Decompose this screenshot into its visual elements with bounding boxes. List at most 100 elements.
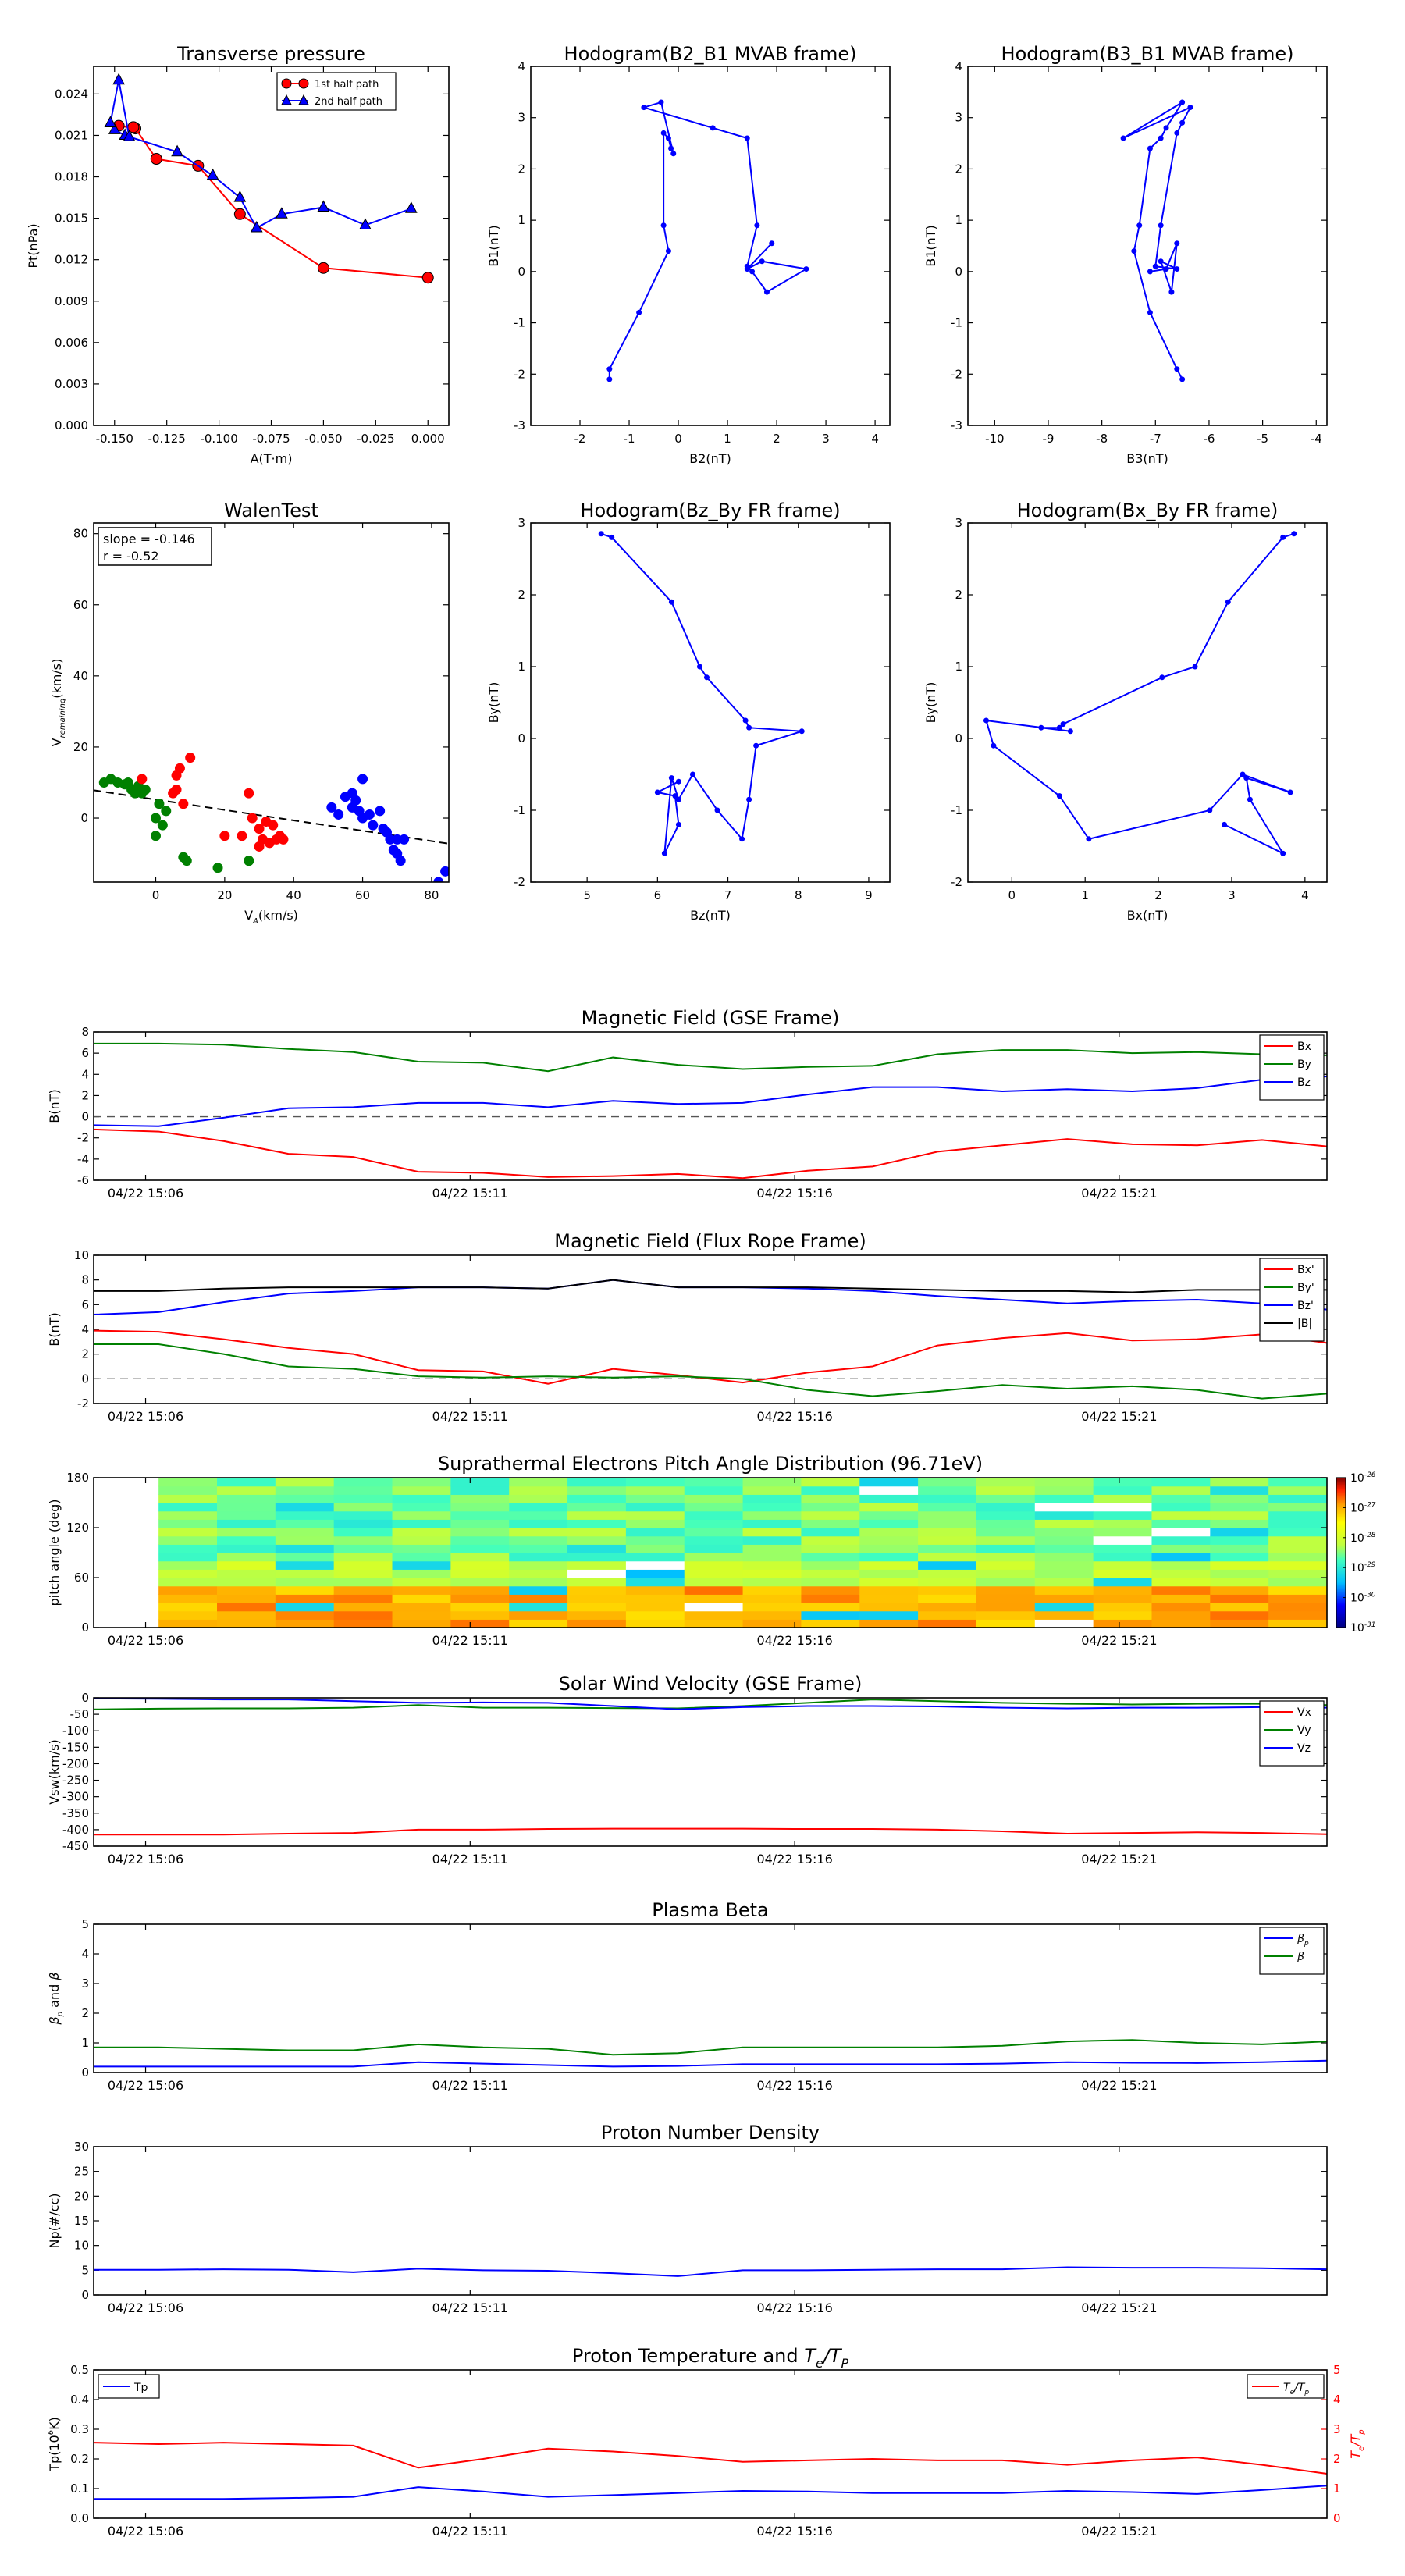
y-tick-label: -2 [951,875,962,889]
data-point [1060,721,1066,728]
y-tick-label: -150 [62,1740,89,1754]
heatmap-cell [1034,1478,1094,1487]
x-tick-label: 4 [871,432,879,446]
data-point [137,774,148,785]
y-tick-label: 1 [81,2036,89,2050]
y2-axis-label: Te​/Tp​ [1348,2429,1366,2458]
heatmap-cell [450,1478,510,1487]
legend-label: 2nd half path [315,96,382,108]
y-tick-label: 30 [74,2140,89,2154]
heatmap-cell [625,1494,685,1503]
heatmap-cell [801,1494,860,1503]
heatmap-cell [392,1485,451,1495]
heatmap-cell [801,1535,860,1545]
plot-area [94,753,449,882]
data-point [606,366,613,372]
chart-title: Hodogram(Bx_By FR frame) [1017,500,1279,521]
heatmap-cell [333,1619,393,1628]
heatmap-cell [392,1560,451,1570]
heatmap-cell [1034,1578,1094,1587]
heatmap-cell [684,1535,744,1545]
heatmap-cell [509,1610,568,1620]
heatmap-cell [918,1478,977,1487]
heatmap-cell [392,1619,451,1628]
x-tick-label: -0.150 [96,432,133,446]
time-tick-label: 04/22 15:21 [1081,1186,1157,1201]
heatmap-cell [859,1535,919,1545]
heatmap-cell [567,1478,627,1487]
heatmap-cell [567,1535,627,1545]
heatmap-cell [976,1503,1036,1512]
heatmap-cell [1034,1494,1094,1503]
chart-title: WalenTest [224,500,318,521]
x-axis-label: Bz(nT) [690,908,731,923]
heatmap-cell [1093,1503,1153,1512]
colorbar-label: 10-28​ [1350,1532,1376,1545]
heatmap-cell [1210,1544,1269,1553]
heatmap-cell [742,1619,802,1628]
time-tick-label: 04/22 15:16 [756,1409,832,1424]
data-point [1086,836,1092,842]
data-point [317,200,330,212]
heatmap-cell [567,1553,627,1562]
heatmap-cell [976,1594,1036,1603]
y-tick-label: 40 [73,669,88,683]
heatmap-cell [918,1528,977,1537]
heatmap-cell [1151,1535,1211,1545]
heatmap-cell [742,1610,802,1620]
heatmap-cell [1210,1594,1269,1603]
y-tick-label: 10 [74,2239,89,2253]
data-point [1291,531,1297,537]
y-tick-label: -2 [951,367,962,381]
legend [276,72,397,111]
data-point [350,795,361,806]
heatmap-cell [217,1528,276,1537]
data-point [714,807,720,813]
x-tick-label: 3 [1228,888,1236,902]
heatmap-cell [217,1610,276,1620]
heatmap-cell [1034,1569,1094,1578]
data-point [108,123,121,134]
heatmap-cell [1268,1578,1328,1587]
heatmap-cell [158,1603,218,1612]
y-axis-label: B(nT) [47,1312,62,1346]
heatmap-cell [158,1560,218,1570]
heatmap-cell [1093,1594,1153,1603]
series-line [1122,101,1193,380]
heatmap-cell [450,1553,510,1562]
heatmap-cell [333,1485,393,1495]
heatmap-cell [275,1510,335,1520]
y2-tick-label: 0 [1333,2511,1341,2525]
y-tick-label: 0 [518,731,525,745]
data-point [104,116,117,128]
heatmap-cell [392,1510,451,1520]
plot-frame [93,66,450,426]
heatmap-cell [625,1560,685,1570]
data-point [983,717,989,724]
heatmap-cell [333,1503,393,1512]
data-point [759,258,765,265]
data-point [753,742,759,749]
time-tick-label: 04/22 15:16 [756,1186,832,1201]
heatmap-cell [1151,1603,1211,1612]
heatmap-cell [333,1560,393,1570]
data-point [799,728,805,735]
y-axis-label: Np(#/cc) [47,2194,62,2249]
heatmap-cell [1093,1610,1153,1620]
heatmap-cell [684,1560,744,1570]
heatmap-cell [684,1519,744,1528]
heatmap-cell [217,1478,276,1487]
plot-area [598,531,805,856]
heatmap-cell [333,1553,393,1562]
y-tick-label: 4 [955,59,962,73]
time-tick-label: 04/22 15:21 [1081,2300,1157,2315]
x-tick-label: 1 [724,432,731,446]
x-tick-label: 0 [1008,888,1016,902]
plot-area [1120,99,1193,382]
heatmap-cell [392,1578,451,1587]
heatmap-cell [567,1510,627,1520]
heatmap-cell [1210,1610,1269,1620]
heatmap-cell [918,1519,977,1528]
legend-label: Bx [1297,1041,1311,1053]
y-tick-label: -250 [62,1774,89,1788]
